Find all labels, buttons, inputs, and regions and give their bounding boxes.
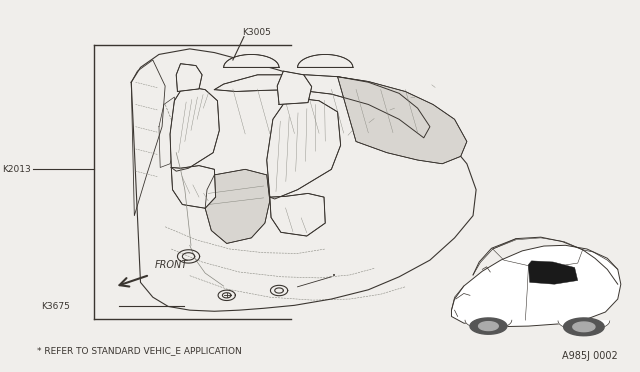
Polygon shape bbox=[558, 321, 610, 331]
Polygon shape bbox=[270, 193, 325, 236]
Text: •: • bbox=[332, 273, 337, 279]
Polygon shape bbox=[573, 322, 595, 332]
Polygon shape bbox=[170, 86, 220, 171]
Polygon shape bbox=[564, 318, 604, 336]
Text: K3005: K3005 bbox=[242, 28, 271, 37]
Polygon shape bbox=[205, 169, 270, 243]
Polygon shape bbox=[172, 166, 216, 208]
Polygon shape bbox=[529, 261, 578, 284]
Text: K3675: K3675 bbox=[41, 302, 70, 311]
Text: K2013: K2013 bbox=[2, 165, 31, 174]
Polygon shape bbox=[470, 318, 507, 334]
Polygon shape bbox=[214, 75, 430, 138]
Polygon shape bbox=[176, 64, 202, 92]
Polygon shape bbox=[131, 49, 476, 311]
Polygon shape bbox=[465, 320, 512, 330]
Polygon shape bbox=[451, 245, 621, 327]
Polygon shape bbox=[277, 71, 312, 105]
Polygon shape bbox=[267, 97, 340, 199]
Polygon shape bbox=[337, 77, 467, 164]
Polygon shape bbox=[223, 54, 279, 67]
Polygon shape bbox=[479, 322, 499, 331]
Polygon shape bbox=[298, 54, 353, 67]
Text: A985J 0002: A985J 0002 bbox=[562, 351, 618, 361]
Text: FRONT: FRONT bbox=[155, 260, 188, 270]
Text: * REFER TO STANDARD VEHIC_E APPLICATION: * REFER TO STANDARD VEHIC_E APPLICATION bbox=[37, 346, 242, 355]
